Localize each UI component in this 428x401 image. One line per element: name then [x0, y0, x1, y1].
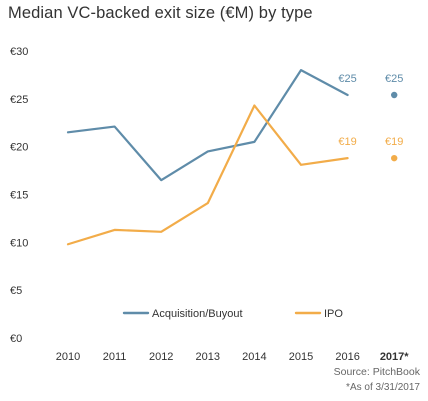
footnote: *As of 3/31/2017: [346, 382, 420, 393]
series-point: [391, 154, 398, 162]
x-tick-label: 2016: [335, 351, 359, 363]
series-points: [391, 91, 398, 162]
y-tick-label: €5: [10, 285, 22, 297]
y-axis-tick-labels: €0 €5 €10 €15 €20 €25 €30: [10, 46, 28, 345]
series-point: [391, 91, 398, 99]
data-label: €19: [385, 136, 403, 148]
data-label: €25: [338, 73, 356, 85]
legend: Acquisition/Buyout IPO: [122, 308, 343, 320]
source-note: Source: PitchBook: [333, 366, 420, 378]
series-line: [66, 69, 349, 182]
y-tick-label: €0: [10, 333, 22, 345]
chart-title: Median VC-backed exit size (€M) by type: [8, 4, 313, 22]
y-tick-label: €20: [10, 142, 28, 154]
x-tick-label: 2012: [149, 351, 173, 363]
series-lines: [66, 69, 349, 246]
x-tick-label: 2015: [289, 351, 313, 363]
x-tick-label: 2010: [56, 351, 80, 363]
legend-label: Acquisition/Buyout: [152, 308, 243, 320]
y-tick-label: €15: [10, 190, 28, 202]
data-label: €19: [338, 136, 356, 148]
x-tick-label: 2013: [196, 351, 220, 363]
x-tick-label: 2011: [103, 351, 127, 363]
data-label: €25: [385, 73, 403, 85]
y-tick-label: €30: [10, 46, 28, 58]
x-tick-label: 2017*: [380, 351, 409, 363]
series-line: [66, 104, 349, 246]
x-tick-label: 2014: [242, 351, 266, 363]
y-tick-label: €10: [10, 237, 28, 249]
y-tick-label: €25: [10, 94, 28, 106]
x-axis-tick-labels: 2010 2011 2012 2013 2014 2015 2016 2017*: [56, 351, 410, 363]
legend-label: IPO: [324, 308, 343, 320]
data-labels: €25 €25 €19 €19: [338, 73, 403, 148]
